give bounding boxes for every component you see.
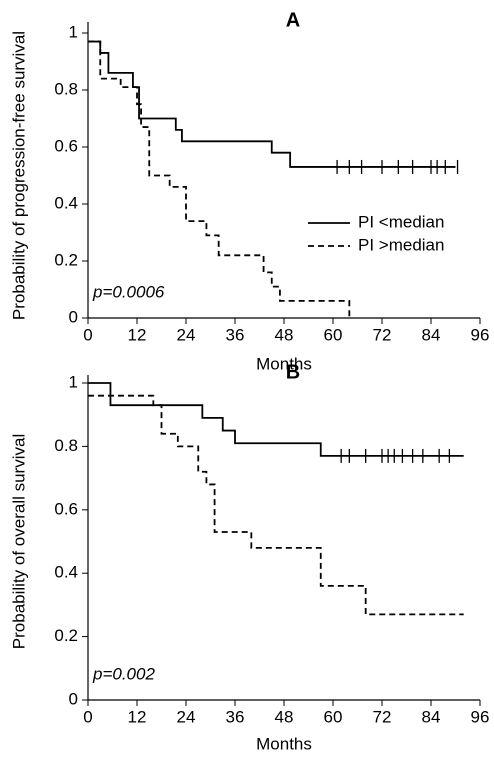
survival-curve [88, 40, 351, 318]
x-tick-label: 36 [226, 707, 245, 726]
x-tick-label: 96 [471, 707, 490, 726]
y-tick-label: 0.6 [54, 136, 78, 155]
x-tick-label: 24 [177, 707, 196, 726]
y-axis-label: Probability of overall survival [9, 434, 28, 649]
annotation: p=0.0006 [92, 282, 165, 301]
x-tick-label: 84 [422, 325, 441, 344]
x-tick-label: 36 [226, 325, 245, 344]
x-tick-label: 48 [275, 707, 294, 726]
y-tick-label: 0.2 [54, 250, 78, 269]
x-axis-label: Months [256, 734, 312, 753]
y-tick-label: 0 [69, 689, 78, 708]
survival-curve [88, 40, 456, 168]
panel-title: A [286, 10, 300, 32]
x-tick-label: 12 [128, 325, 147, 344]
y-tick-label: 0.2 [54, 626, 78, 645]
y-tick-label: 0.4 [54, 193, 78, 212]
x-tick-label: 48 [275, 325, 294, 344]
y-tick-label: 0.6 [54, 499, 78, 518]
y-tick-label: 1 [69, 22, 78, 41]
x-tick-label: 24 [177, 325, 196, 344]
survival-curve [88, 394, 464, 616]
x-tick-label: 0 [83, 707, 92, 726]
survival-curve [88, 382, 464, 457]
y-tick-label: 0.8 [54, 79, 78, 98]
legend-label: PI >median [358, 235, 444, 254]
x-tick-label: 12 [128, 707, 147, 726]
x-tick-label: 60 [324, 707, 343, 726]
x-axis-label: Months [256, 354, 312, 373]
y-tick-label: 0.4 [54, 563, 78, 582]
x-tick-label: 72 [373, 325, 392, 344]
x-tick-label: 72 [373, 707, 392, 726]
legend-label: PI <median [358, 212, 444, 231]
x-tick-label: 96 [471, 325, 490, 344]
y-axis-label: Probability of progression-free survival [9, 31, 28, 320]
y-tick-label: 1 [69, 372, 78, 391]
y-tick-label: 0.8 [54, 436, 78, 455]
y-tick-label: 0 [69, 307, 78, 326]
x-tick-label: 0 [83, 325, 92, 344]
x-tick-label: 84 [422, 707, 441, 726]
annotation: p=0.002 [92, 664, 155, 683]
panel-title: B [286, 361, 300, 383]
x-tick-label: 60 [324, 325, 343, 344]
